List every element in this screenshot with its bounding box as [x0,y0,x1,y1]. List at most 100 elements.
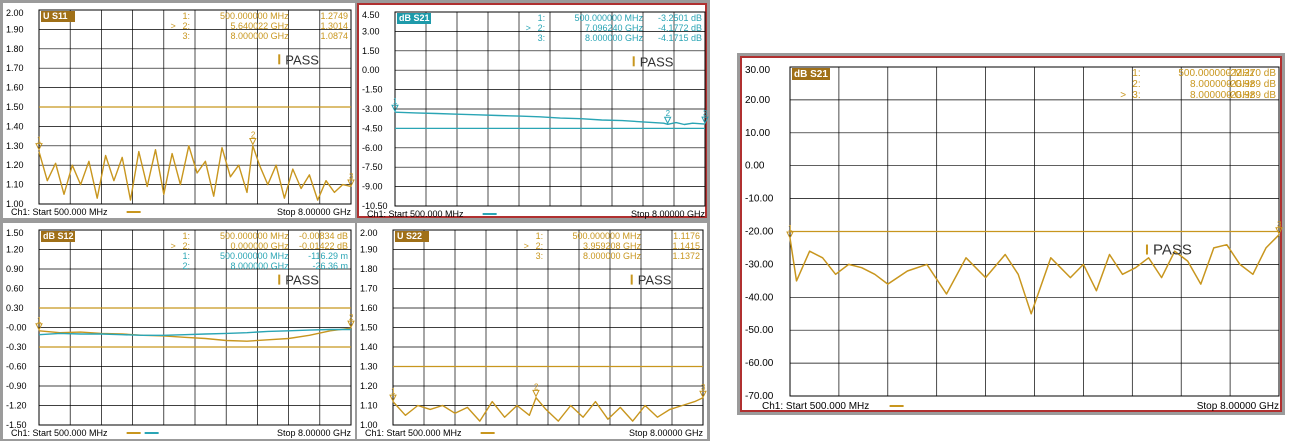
trace-color-swatch [144,432,159,434]
panel-s21[interactable]: 4.50 3.00 1.50 0.00 -1.50 -3.00 -4.50 -6.00 -7.5… [357,3,709,219]
y-tick-label: 4.50 [362,10,380,20]
panel-s21-large[interactable]: 30.00 20.00 10.00 0.00 -10.00 -20.00 -30.00 -40… [740,56,1283,412]
chart-s11: 2.00 1.90 1.80 1.70 1.60 1.50 1.40 1.30 1.20 1.10… [6,8,355,217]
pass-label: PASS [285,52,319,67]
y-tick-label: 1.80 [360,264,378,274]
y-tick-label: 1.50 [360,323,378,333]
trace-color-swatch [889,405,904,407]
marker-value: -20.989 dB [1227,90,1276,101]
marker-frequency: 500.000000 MHz [572,231,641,241]
marker-point-label: 2 [349,313,354,322]
marker-value: 1.1176 [673,231,700,241]
marker-point-label: 1 [393,97,398,106]
footer-stop-label[interactable]: Stop 8.00000 GHz [629,428,704,438]
y-tick-label: -70.00 [745,391,774,402]
trace-line-1 [38,327,352,342]
marker-triangle-2[interactable] [532,389,540,398]
footer-start-label[interactable]: Ch1: Start 500.000 MHz [365,428,462,438]
marker-frequency: 3.959208 GHz [583,241,642,251]
footer-stop-label[interactable]: Stop 8.00000 GHz [277,207,352,217]
footer-start-label[interactable]: Ch1: Start 500.000 MHz [367,209,464,219]
marker-triangle-1[interactable] [35,323,43,331]
trace-title-badge[interactable] [792,68,830,80]
trace-title-badge[interactable] [41,11,75,22]
panel-s11[interactable]: 2.00 1.90 1.80 1.70 1.60 1.50 1.40 1.30 1.20 1.10… [3,3,355,218]
footer-start-label[interactable]: Ch1: Start 500.000 MHz [762,401,869,412]
panel-s12[interactable]: 1.50 1.20 0.90 0.60 0.30 -0.00 -0.30 -0.60 -0.90… [3,223,355,439]
marker-triangle-1[interactable] [391,104,399,113]
y-tick-label: 1.00 [360,420,378,430]
marker-number: 2: [183,21,191,31]
marker-frequency: 8.000000 GHz [231,31,290,41]
marker-triangle-3[interactable] [347,179,355,188]
y-tick-label: 1.50 [6,102,24,112]
trace-title: dB S21 [794,69,828,80]
y-tick-label: -1.50 [6,420,27,430]
marker-triangle-3[interactable] [699,390,707,399]
y-tick-label: 1.00 [6,199,24,209]
marker-triangle-1[interactable] [389,394,397,403]
marker-frequency: 500.000000 MHz [220,231,289,241]
panel-s22[interactable]: 2.00 1.90 1.80 1.70 1.60 1.50 1.40 1.30 1.20 1.10… [357,223,707,439]
y-tick-label: 1.10 [6,180,24,190]
y-tick-label: -6.00 [362,143,383,153]
marker-point-label: 3 [701,383,706,392]
footer-stop-label[interactable]: Stop 8.00000 GHz [631,209,706,219]
graticule [38,229,352,426]
pass-label: PASS [1153,242,1192,259]
footer-stop-label[interactable]: Stop 8.00000 GHz [1197,401,1279,412]
marker-triangle-3[interactable] [701,116,709,125]
marker-point-label: 1 [788,224,793,233]
y-tick-label: 0.30 [6,303,24,313]
marker-triangle-1[interactable] [35,143,43,151]
marker-triangle-2[interactable] [347,320,355,329]
trace-line-1 [394,111,706,126]
trace-color-swatch [482,213,497,215]
marker-triangle-2[interactable] [249,138,257,146]
y-tick-label: -1.20 [6,401,27,411]
marker-triangle-2[interactable] [663,116,672,125]
marker-triangle-3[interactable] [1275,227,1283,235]
marker-value: -4.1772 dB [658,23,702,33]
marker-frequency: 8.000000 GHz [585,33,644,43]
y-tick-label: 1.60 [360,303,378,313]
footer-stop-label[interactable]: Stop 8.00000 GHz [277,428,352,438]
trace-title: dB S12 [43,231,74,241]
marker-value: -0.00834 dB [299,231,348,241]
marker-number: 1: [183,231,191,241]
active-marker-arrow: > [1120,90,1126,101]
marker-point-label: 1 [37,136,42,145]
footer-start-label[interactable]: Ch1: Start 500.000 MHz [11,207,108,217]
y-tick-label: -30.00 [745,259,774,270]
marker-point-label: 2 [251,131,256,140]
graticule [394,11,706,207]
marker-value: -22.270 dB [1227,68,1276,79]
marker-number: 2: [536,241,544,251]
y-tick-label: 0.00 [362,65,380,75]
marker-point-label: 2 [666,109,671,118]
y-tick-label: -7.50 [362,162,383,172]
trace-line-1 [38,145,352,201]
y-tick-label: -50.00 [745,325,774,336]
y-tick-label: 10.00 [745,128,770,139]
chart-s21-large: 30.00 20.00 10.00 0.00 -10.00 -20.00 -30.00 -40… [745,65,1283,412]
marker-value: -20.989 dB [1227,79,1276,90]
marker-number: 2: [183,241,191,251]
y-tick-label: -1.50 [362,85,383,95]
trace-title: U S11 [43,11,68,21]
y-tick-label: 1.20 [6,160,24,170]
marker-frequency: 5.640022 GHz [231,21,290,31]
y-tick-label: 1.20 [6,245,24,255]
pass-label: PASS [638,273,672,288]
marker-number: 2: [1132,79,1140,90]
trace-title-badge[interactable] [41,231,75,242]
marker-number: 1: [183,11,191,21]
y-tick-label: 20.00 [745,95,770,106]
trace-title-badge[interactable] [397,13,431,24]
y-tick-label: 1.40 [360,342,378,352]
footer-start-label[interactable]: Ch1: Start 500.000 MHz [11,428,108,438]
trace-line-1 [392,396,704,422]
marker-triangle-1[interactable] [786,231,794,240]
trace-title-badge[interactable] [395,231,429,242]
chart-s22: 2.00 1.90 1.80 1.70 1.60 1.50 1.40 1.30 1.20 1.10… [360,228,707,438]
